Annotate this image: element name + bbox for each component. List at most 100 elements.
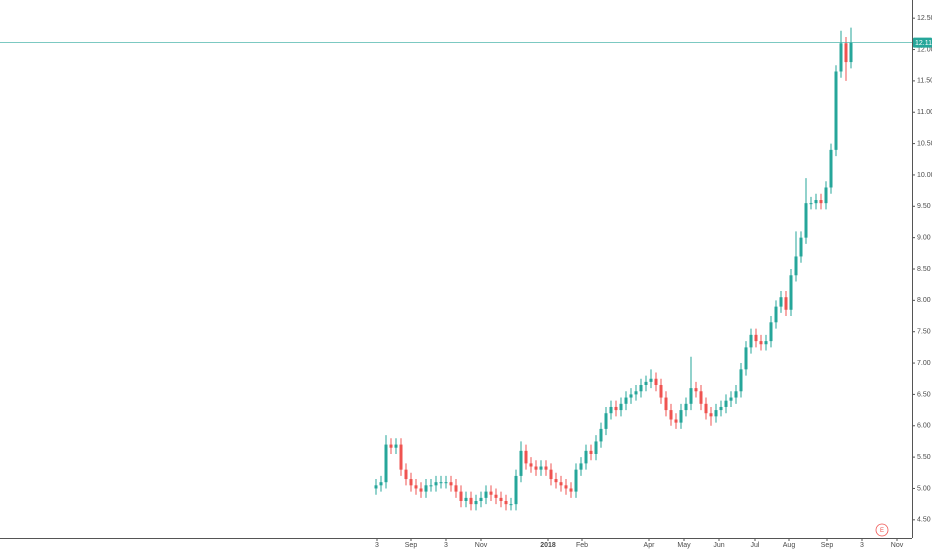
y-tick-label: 9.00	[917, 234, 931, 241]
candle-body	[679, 410, 683, 423]
candle-body	[439, 482, 443, 484]
x-tick-label: 3	[860, 542, 864, 549]
candle-body	[514, 475, 518, 505]
candle-body	[654, 378, 658, 386]
candle-body	[394, 444, 398, 448]
candle-body	[424, 485, 428, 492]
candle-body	[829, 149, 833, 188]
candle-body	[534, 466, 538, 470]
y-tick-label: 6.00	[917, 423, 931, 430]
candle-body	[479, 497, 483, 502]
candle-body	[634, 391, 638, 395]
y-tick-label: 11.50	[917, 78, 932, 85]
candle-body	[409, 479, 413, 486]
candle-body	[694, 388, 698, 392]
candle-body	[834, 71, 838, 150]
candle-body	[669, 410, 673, 420]
candle-body	[529, 463, 533, 467]
candle-body	[404, 469, 408, 480]
candle-body	[449, 482, 453, 486]
candle-body	[804, 203, 808, 238]
candle-body	[819, 200, 823, 204]
y-tick-label: 10.00	[917, 172, 932, 179]
last-price-label: 12.11	[915, 40, 932, 47]
candle-body	[779, 297, 783, 307]
candle-body	[389, 444, 393, 448]
candle-body	[589, 450, 593, 454]
candle-body	[549, 469, 553, 480]
candle-body	[504, 501, 508, 505]
candle-body	[464, 497, 468, 502]
candle-body	[434, 482, 438, 486]
candle-body	[749, 334, 753, 348]
candle-body	[574, 469, 578, 492]
candle-body	[619, 403, 623, 411]
y-tick-label: 5.50	[917, 454, 931, 461]
candle-body	[519, 450, 523, 476]
candle-body	[789, 275, 793, 310]
candle-body	[419, 488, 423, 492]
x-tick-label: May	[677, 542, 691, 549]
x-tick-label: Jun	[713, 542, 724, 549]
candle-body	[734, 391, 738, 398]
candle-body	[664, 397, 668, 411]
candle-body	[649, 378, 653, 382]
x-tick-label: Aug	[783, 542, 796, 549]
x-tick-label: Nov	[475, 542, 488, 549]
candle-body	[719, 406, 723, 411]
candle-body	[799, 237, 803, 257]
candle-body	[569, 488, 573, 492]
y-tick-label: 12.50	[917, 15, 932, 22]
x-tick-label: Sep	[821, 542, 834, 549]
candle-body	[489, 491, 493, 495]
y-tick-label: 7.00	[917, 360, 931, 367]
candle-body	[384, 444, 388, 483]
candle-body	[474, 501, 478, 505]
candle-body	[714, 410, 718, 417]
candle-body	[824, 187, 828, 204]
candle-body	[374, 485, 378, 489]
candle-body	[604, 413, 608, 429]
candle-body	[709, 413, 713, 417]
y-tick-label: 5.00	[917, 485, 931, 492]
candle-body	[744, 347, 748, 370]
candle-body	[584, 450, 588, 464]
candle-body	[539, 466, 543, 470]
candle-body	[674, 419, 678, 423]
candle-body	[594, 441, 598, 454]
candle-body	[769, 322, 773, 342]
candle-body	[624, 397, 628, 404]
candle-body	[484, 491, 488, 498]
candle-body	[414, 485, 418, 489]
x-tick-label: 2018	[540, 542, 556, 549]
y-tick-label: 7.50	[917, 329, 931, 336]
candle-body	[544, 466, 548, 470]
candle-body	[844, 43, 848, 63]
candle-body	[689, 388, 693, 404]
candle-body	[754, 334, 758, 342]
x-tick-label: Jul	[751, 542, 760, 549]
candle-body	[379, 482, 383, 486]
y-tick-label: 12.00	[917, 46, 932, 53]
y-tick-label: 11.00	[917, 109, 932, 116]
x-tick-label: Sep	[405, 542, 418, 549]
x-tick-label: 3	[375, 542, 379, 549]
y-tick-label: 8.00	[917, 297, 931, 304]
candle-body	[784, 297, 788, 310]
candle-body	[469, 497, 473, 505]
y-tick-label: 9.50	[917, 203, 931, 210]
candle-body	[774, 306, 778, 323]
earnings-marker	[875, 523, 889, 537]
earnings-label: E	[880, 528, 884, 534]
candle-body	[644, 381, 648, 386]
candle-body	[564, 485, 568, 489]
candle-body	[629, 394, 633, 398]
candle-body	[839, 43, 843, 72]
candle-body	[499, 497, 503, 502]
candle-body	[399, 444, 403, 470]
candle-body	[614, 406, 618, 411]
y-tick-label: 4.50	[917, 517, 931, 524]
candle-body	[794, 256, 798, 276]
